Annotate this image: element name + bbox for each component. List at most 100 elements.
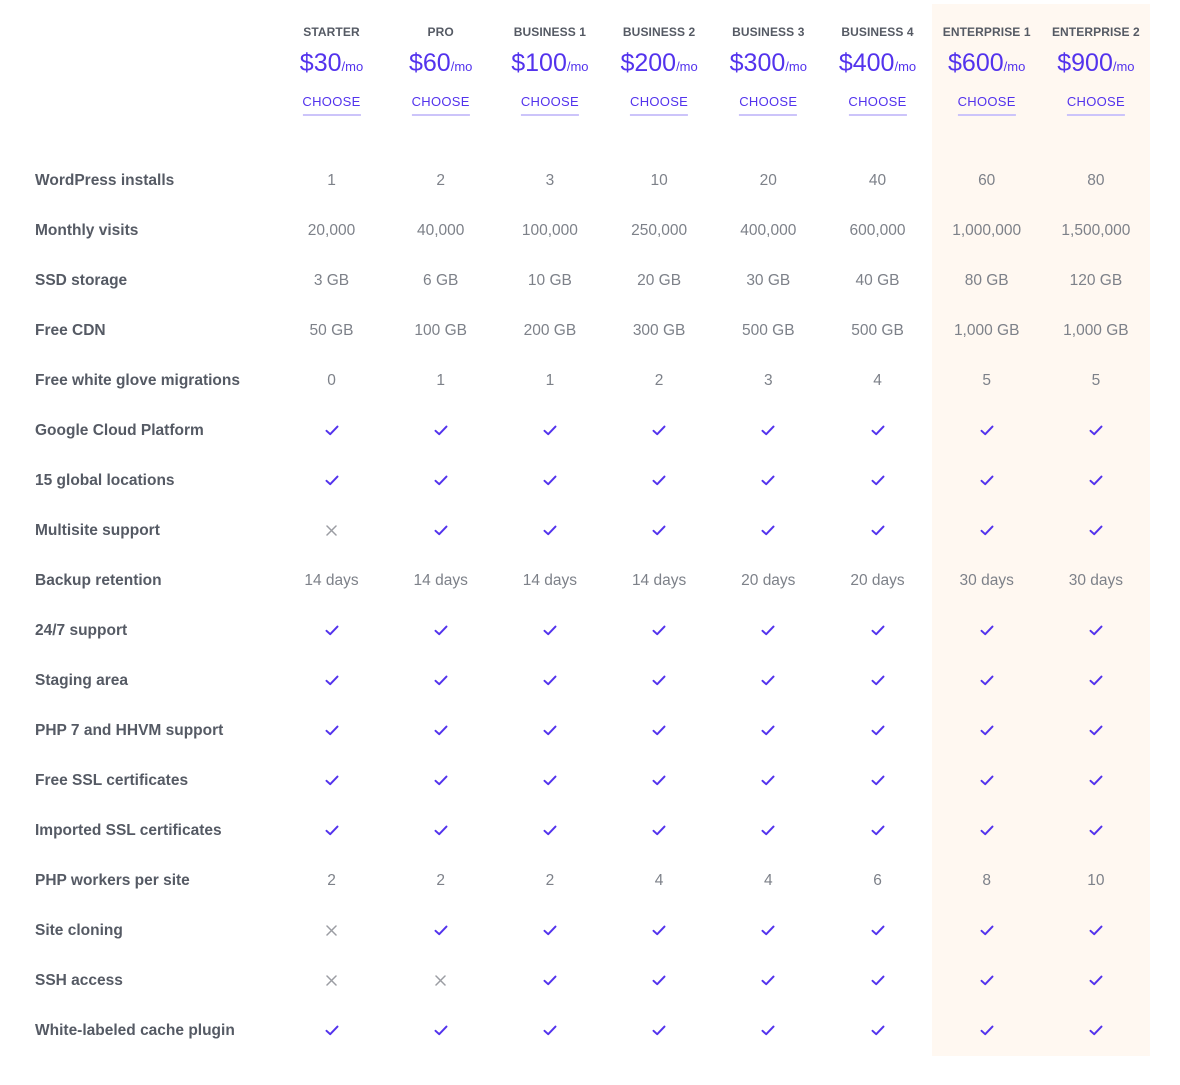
cross-icon	[326, 975, 337, 987]
check-icon	[761, 726, 775, 736]
plan-price: $200/mo	[605, 49, 714, 78]
feature-cell	[932, 706, 1041, 756]
check-icon	[1089, 1026, 1103, 1036]
check-icon	[652, 926, 666, 936]
feature-label: Monthly visits	[35, 222, 139, 239]
choose-plan-button[interactable]: CHOOSE	[1066, 94, 1125, 116]
feature-cell	[386, 956, 495, 1006]
price-unit: /mo	[676, 59, 698, 74]
check-icon	[980, 476, 994, 486]
feature-cell	[605, 956, 714, 1006]
feature-cell	[277, 606, 386, 656]
feature-value: 300 GB	[632, 322, 686, 339]
feature-cell	[277, 756, 386, 806]
check-icon	[325, 426, 338, 436]
plan-price: $30/mo	[277, 49, 386, 78]
feature-cell	[386, 906, 495, 956]
check-icon	[761, 926, 775, 936]
feature-cell	[605, 756, 714, 806]
feature-label: PHP workers per site	[35, 872, 190, 889]
choose-plan-button[interactable]: CHOOSE	[520, 94, 579, 116]
plan-name: BUSINESS 4	[841, 25, 914, 39]
feature-cell	[932, 1006, 1041, 1056]
choose-plan-button[interactable]: CHOOSE	[411, 94, 470, 116]
price-unit: /mo	[1112, 59, 1135, 74]
check-icon	[980, 926, 994, 936]
feature-label: 24/7 support	[35, 622, 128, 639]
feature-cell	[386, 606, 495, 656]
check-icon	[871, 826, 884, 836]
price-unit: /mo	[1003, 59, 1026, 74]
feature-cell	[605, 506, 714, 556]
feature-value: 14 days	[304, 572, 359, 589]
feature-cell	[386, 406, 495, 456]
choose-plan-button[interactable]: CHOOSE	[630, 94, 689, 116]
check-icon	[543, 426, 557, 436]
feature-cell	[495, 606, 604, 656]
feature-cell	[1041, 756, 1150, 806]
price-amount: $60	[408, 49, 451, 77]
feature-value: 1,000 GB	[1063, 322, 1129, 339]
feature-cell	[386, 506, 495, 556]
feature-value: 10	[650, 172, 668, 189]
feature-value: 6	[873, 872, 882, 889]
choose-plan-button[interactable]: CHOOSE	[739, 94, 798, 116]
check-icon	[543, 626, 557, 636]
feature-label: PHP 7 and HHVM support	[35, 722, 224, 739]
check-icon	[434, 726, 448, 736]
plan-price: $100/mo	[495, 49, 604, 78]
price-unit: /mo	[341, 59, 364, 74]
feature-value: 20	[759, 172, 777, 189]
feature-value: 10	[1087, 872, 1105, 889]
plan-price: $900/mo	[1041, 49, 1150, 78]
feature-value: 8	[982, 872, 991, 889]
feature-value: 1,000,000	[952, 222, 1022, 239]
choose-plan-button[interactable]: CHOOSE	[957, 94, 1016, 116]
feature-cell	[1041, 956, 1150, 1006]
plan-name: BUSINESS 3	[732, 25, 805, 39]
feature-label: SSD storage	[35, 272, 128, 289]
feature-cell	[386, 706, 495, 756]
feature-value: 4	[873, 372, 882, 389]
feature-cell	[714, 406, 823, 456]
check-icon	[871, 426, 884, 436]
feature-row: SSD storage 3 GB 6 GB 10 GB 20 GB 30 GB 40 GB 8…	[0, 256, 1180, 306]
feature-cell	[277, 456, 386, 506]
feature-cell	[932, 756, 1041, 806]
feature-cell	[495, 906, 604, 956]
price-amount: $600	[948, 49, 1004, 77]
check-icon	[652, 726, 666, 736]
feature-row: Imported SSL certificates	[0, 806, 1180, 856]
check-icon	[652, 776, 666, 786]
check-icon	[434, 626, 448, 636]
feature-label: WordPress installs	[35, 172, 175, 189]
feature-cell	[823, 606, 932, 656]
feature-label: White-labeled cache plugin	[35, 1022, 235, 1039]
choose-plan-button[interactable]: CHOOSE	[302, 94, 361, 116]
feature-cell	[605, 406, 714, 456]
check-icon	[1089, 676, 1103, 686]
price-unit: /mo	[785, 59, 807, 74]
feature-value: 1,500,000	[1061, 222, 1131, 239]
cross-icon	[326, 925, 337, 937]
feature-value: 40,000	[416, 222, 465, 239]
check-icon	[761, 426, 775, 436]
check-icon	[434, 1026, 448, 1036]
check-icon	[871, 726, 884, 736]
feature-label: Backup retention	[35, 572, 162, 589]
check-icon	[434, 426, 448, 436]
feature-value: 2	[654, 372, 664, 389]
feature-value: 5	[1091, 372, 1101, 389]
feature-value: 30 days	[959, 572, 1014, 589]
feature-cell	[823, 656, 932, 706]
feature-cell	[277, 956, 386, 1006]
check-icon	[871, 476, 884, 486]
feature-value: 20 GB	[637, 272, 682, 289]
choose-plan-button[interactable]: CHOOSE	[848, 94, 907, 116]
price-amount: $100	[511, 49, 567, 77]
feature-value: 3 GB	[313, 272, 350, 289]
feature-cell	[605, 456, 714, 506]
check-icon	[980, 976, 994, 986]
feature-value: 100 GB	[414, 322, 467, 339]
feature-cell	[932, 606, 1041, 656]
